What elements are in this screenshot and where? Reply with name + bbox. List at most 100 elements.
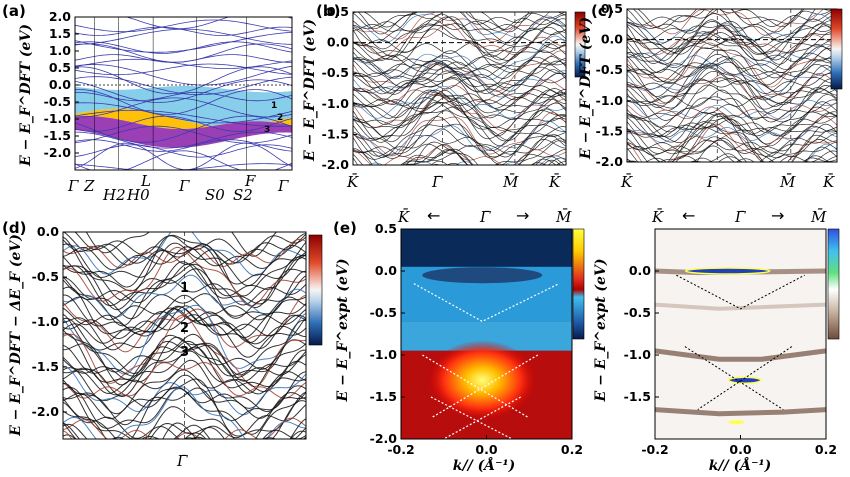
slab-band-line [627, 125, 837, 162]
slab-band-line [627, 25, 837, 74]
slab-band-line [627, 13, 837, 41]
panel-b-y-ticks: 0.5 0.0 -0.5 -1.0 -1.5 -2.0 [322, 4, 357, 172]
slab-band-line [627, 67, 837, 114]
panel-e-left-arpes [401, 229, 572, 439]
bulk-band-line [75, 131, 292, 149]
panel-a-ylabel: E − E_F^DFT (eV) [18, 24, 34, 167]
band-number-1: 1 [271, 101, 277, 111]
slab-band-line [627, 15, 837, 59]
d-band-number-3: 3 [180, 345, 189, 360]
arrow-right: → [516, 206, 529, 225]
panel-label-d: (d) [2, 219, 26, 237]
kpoint-a-8: F [244, 172, 256, 190]
slab-band-line [353, 57, 566, 79]
slab-band-line [627, 42, 837, 88]
kpoint-a-7: S2 [233, 186, 253, 204]
panel-e-right-y-ticks: 0.0 -0.5 -1.0 -1.5 [624, 263, 659, 404]
panel-d-colorbar [308, 234, 323, 346]
slab-band-line [353, 63, 566, 89]
kpoint-a-9: Γ [277, 177, 289, 195]
kpoint-c-2: M̄ [779, 173, 796, 191]
bulk-band-line [75, 54, 292, 63]
slab-band-line [353, 28, 566, 69]
y-tick-label: 0.0 [49, 77, 71, 92]
kpoint-e1-2: M̄ [555, 208, 572, 226]
bulk-band-line [75, 58, 292, 70]
y-tick-label: -0.5 [596, 62, 623, 77]
slab-band-line [63, 382, 306, 439]
slab-band-line [353, 78, 566, 119]
slab-band-line [627, 39, 837, 65]
kpoint-b-1: Γ̄ [431, 173, 443, 191]
slab-band-line [353, 128, 566, 158]
bulk-band-line [75, 19, 292, 33]
slab-band-line [353, 101, 566, 147]
slab-band-line [627, 68, 837, 92]
bulk-band-line [125, 17, 292, 30]
y-tick-label: -0.5 [370, 305, 397, 320]
y-tick-label: -1.0 [322, 96, 350, 111]
panel-b-frame [352, 11, 567, 166]
slab-band-line [353, 14, 566, 32]
slab-band-line [627, 48, 837, 97]
d-band-number-1: 1 [180, 281, 189, 296]
slab-band-line [353, 85, 566, 119]
slab-band-line [63, 369, 306, 395]
slab-band-line [353, 12, 566, 32]
slab-band-line [627, 56, 837, 83]
y-tick-label: 0.5 [49, 60, 71, 75]
slab-band-line [63, 417, 306, 439]
kpoint-a-5: Γ [178, 177, 190, 195]
panel-b-ylabel: E − E_F^DFT (eV) [302, 19, 318, 162]
slab-band-line [627, 84, 837, 123]
slab-band-line [63, 232, 306, 265]
y-tick-label: 0.5 [601, 1, 623, 16]
slab-band-line [353, 43, 566, 70]
slab-band-line [627, 111, 837, 138]
arpes-hotspot [427, 340, 538, 421]
slab-band-line [627, 67, 837, 107]
guide-cross-4 [443, 396, 521, 439]
panel-d-ylabel: E − E_F^DFT − ΔE_F (eV) [8, 234, 24, 437]
kpoint-a-4: L [140, 172, 151, 190]
y-tick-label: -1.0 [370, 347, 398, 362]
panel-label-e: (e) [333, 219, 357, 237]
y-tick-label: -2.0 [596, 154, 624, 169]
bulk-band-line [75, 32, 292, 53]
arrow-right-2: → [771, 206, 784, 225]
panel-e-right-x-ticks: -0.2 0.0 0.2 [641, 435, 837, 457]
y-tick-label: 0.0 [37, 224, 59, 239]
panel-d: (d) 0.0 -0.5 -1.0 -1.5 -2.0 E − E_F^DFT − ΔE… [2, 219, 323, 470]
y-tick-label: 0.0 [601, 32, 623, 47]
bulk-band-line [75, 139, 292, 152]
slab-band-line [353, 89, 566, 137]
slab-band-line [627, 146, 837, 162]
kpoint-e2-2: M̄ [810, 208, 827, 226]
y-tick-label: -1.5 [322, 126, 349, 141]
slab-band-line [356, 149, 557, 165]
slab-band-line [63, 422, 306, 439]
bulk-band-line [75, 63, 292, 76]
y-tick-label: 0.0 [629, 263, 651, 278]
slab-band-line [353, 89, 566, 143]
panel-e-right-k-labels: K̄ ← Γ̄ → M̄ [651, 206, 827, 226]
panel-label-a: (a) [2, 2, 26, 20]
slab-band-line [63, 313, 306, 376]
slab-band-line [627, 9, 835, 34]
x-tick-label: 0.2 [815, 442, 837, 457]
panel-e-left-k-labels: K̄ ← Γ̄ → M̄ [397, 206, 572, 226]
slab-band-line [627, 99, 837, 120]
x-tick-label: 0.0 [729, 442, 751, 457]
panel-e-left-x-ticks: -0.2 0.0 0.2 [387, 435, 583, 457]
slab-band-line [627, 150, 837, 162]
slab-band-line [353, 143, 547, 165]
arrow-left: ← [427, 206, 440, 225]
slab-band-line [627, 117, 837, 162]
slab-band-line [63, 245, 306, 288]
panel-d-frame [62, 231, 307, 440]
bulk-band-line [75, 144, 292, 158]
slab-band-line [63, 401, 306, 439]
panel-e-left-y-ticks: 0.5 0.0 -0.5 -1.0 -1.5 -2.0 [370, 221, 405, 446]
slab-band-line [627, 61, 837, 104]
panel-a: (a) 2.0 1.5 1.0 0.5 0.0 -0.5 -1.0 -1.5 -2.0 E − … [2, 2, 293, 204]
